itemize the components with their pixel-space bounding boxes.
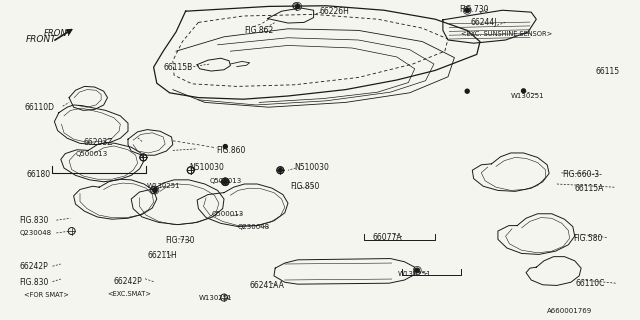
Circle shape xyxy=(152,188,157,193)
Text: 66110D: 66110D xyxy=(24,103,54,112)
Text: FIG.830: FIG.830 xyxy=(19,216,49,225)
Text: 66242P: 66242P xyxy=(114,277,143,286)
Text: FIG.862: FIG.862 xyxy=(244,26,274,35)
Text: 66203Z: 66203Z xyxy=(83,138,113,147)
Text: 66110C: 66110C xyxy=(576,279,605,288)
Circle shape xyxy=(278,168,282,172)
Text: FIG.730: FIG.730 xyxy=(165,236,195,245)
Circle shape xyxy=(223,179,228,184)
Text: Q500013: Q500013 xyxy=(210,178,242,184)
Text: 66115B: 66115B xyxy=(163,63,193,72)
Text: 66242P: 66242P xyxy=(19,262,48,271)
Text: 66077A: 66077A xyxy=(372,233,402,242)
Text: FRONT: FRONT xyxy=(26,35,56,44)
Text: FRONT: FRONT xyxy=(44,29,72,38)
Circle shape xyxy=(223,145,227,148)
Text: Q230048: Q230048 xyxy=(19,230,51,236)
Text: FIG.660-3: FIG.660-3 xyxy=(562,170,599,179)
Text: N510030: N510030 xyxy=(294,163,329,172)
Text: 66115: 66115 xyxy=(595,68,620,76)
Text: W130251: W130251 xyxy=(511,93,545,99)
Text: 66244J: 66244J xyxy=(470,18,497,27)
Circle shape xyxy=(465,8,470,13)
Text: FIG.580: FIG.580 xyxy=(573,234,603,243)
Text: FIG.830: FIG.830 xyxy=(19,278,49,287)
Text: W130251: W130251 xyxy=(398,271,432,276)
Text: 66226H: 66226H xyxy=(320,7,350,16)
Text: <EXC. SUNSHINE SENSOR>: <EXC. SUNSHINE SENSOR> xyxy=(461,31,552,36)
Circle shape xyxy=(415,268,420,273)
Text: 66241AA: 66241AA xyxy=(250,281,284,290)
Text: Q500013: Q500013 xyxy=(211,211,243,217)
Text: FIG.860: FIG.860 xyxy=(216,146,246,155)
Circle shape xyxy=(522,89,525,93)
Text: W130251: W130251 xyxy=(198,295,232,301)
Text: <FOR SMAT>: <FOR SMAT> xyxy=(24,292,69,298)
Circle shape xyxy=(465,89,469,93)
Text: FIG.730: FIG.730 xyxy=(460,5,489,14)
Text: <EXC.SMAT>: <EXC.SMAT> xyxy=(108,292,152,297)
Text: Q230048: Q230048 xyxy=(238,224,270,230)
Circle shape xyxy=(295,4,300,9)
Text: 66211H: 66211H xyxy=(147,252,177,260)
Text: 66180: 66180 xyxy=(27,170,51,179)
Text: N510030: N510030 xyxy=(189,163,224,172)
Text: Q500013: Q500013 xyxy=(76,151,108,157)
Text: W130251: W130251 xyxy=(147,183,181,189)
Text: 66115A: 66115A xyxy=(575,184,604,193)
Text: FIG.850: FIG.850 xyxy=(291,182,320,191)
Text: A660001769: A660001769 xyxy=(547,308,593,314)
